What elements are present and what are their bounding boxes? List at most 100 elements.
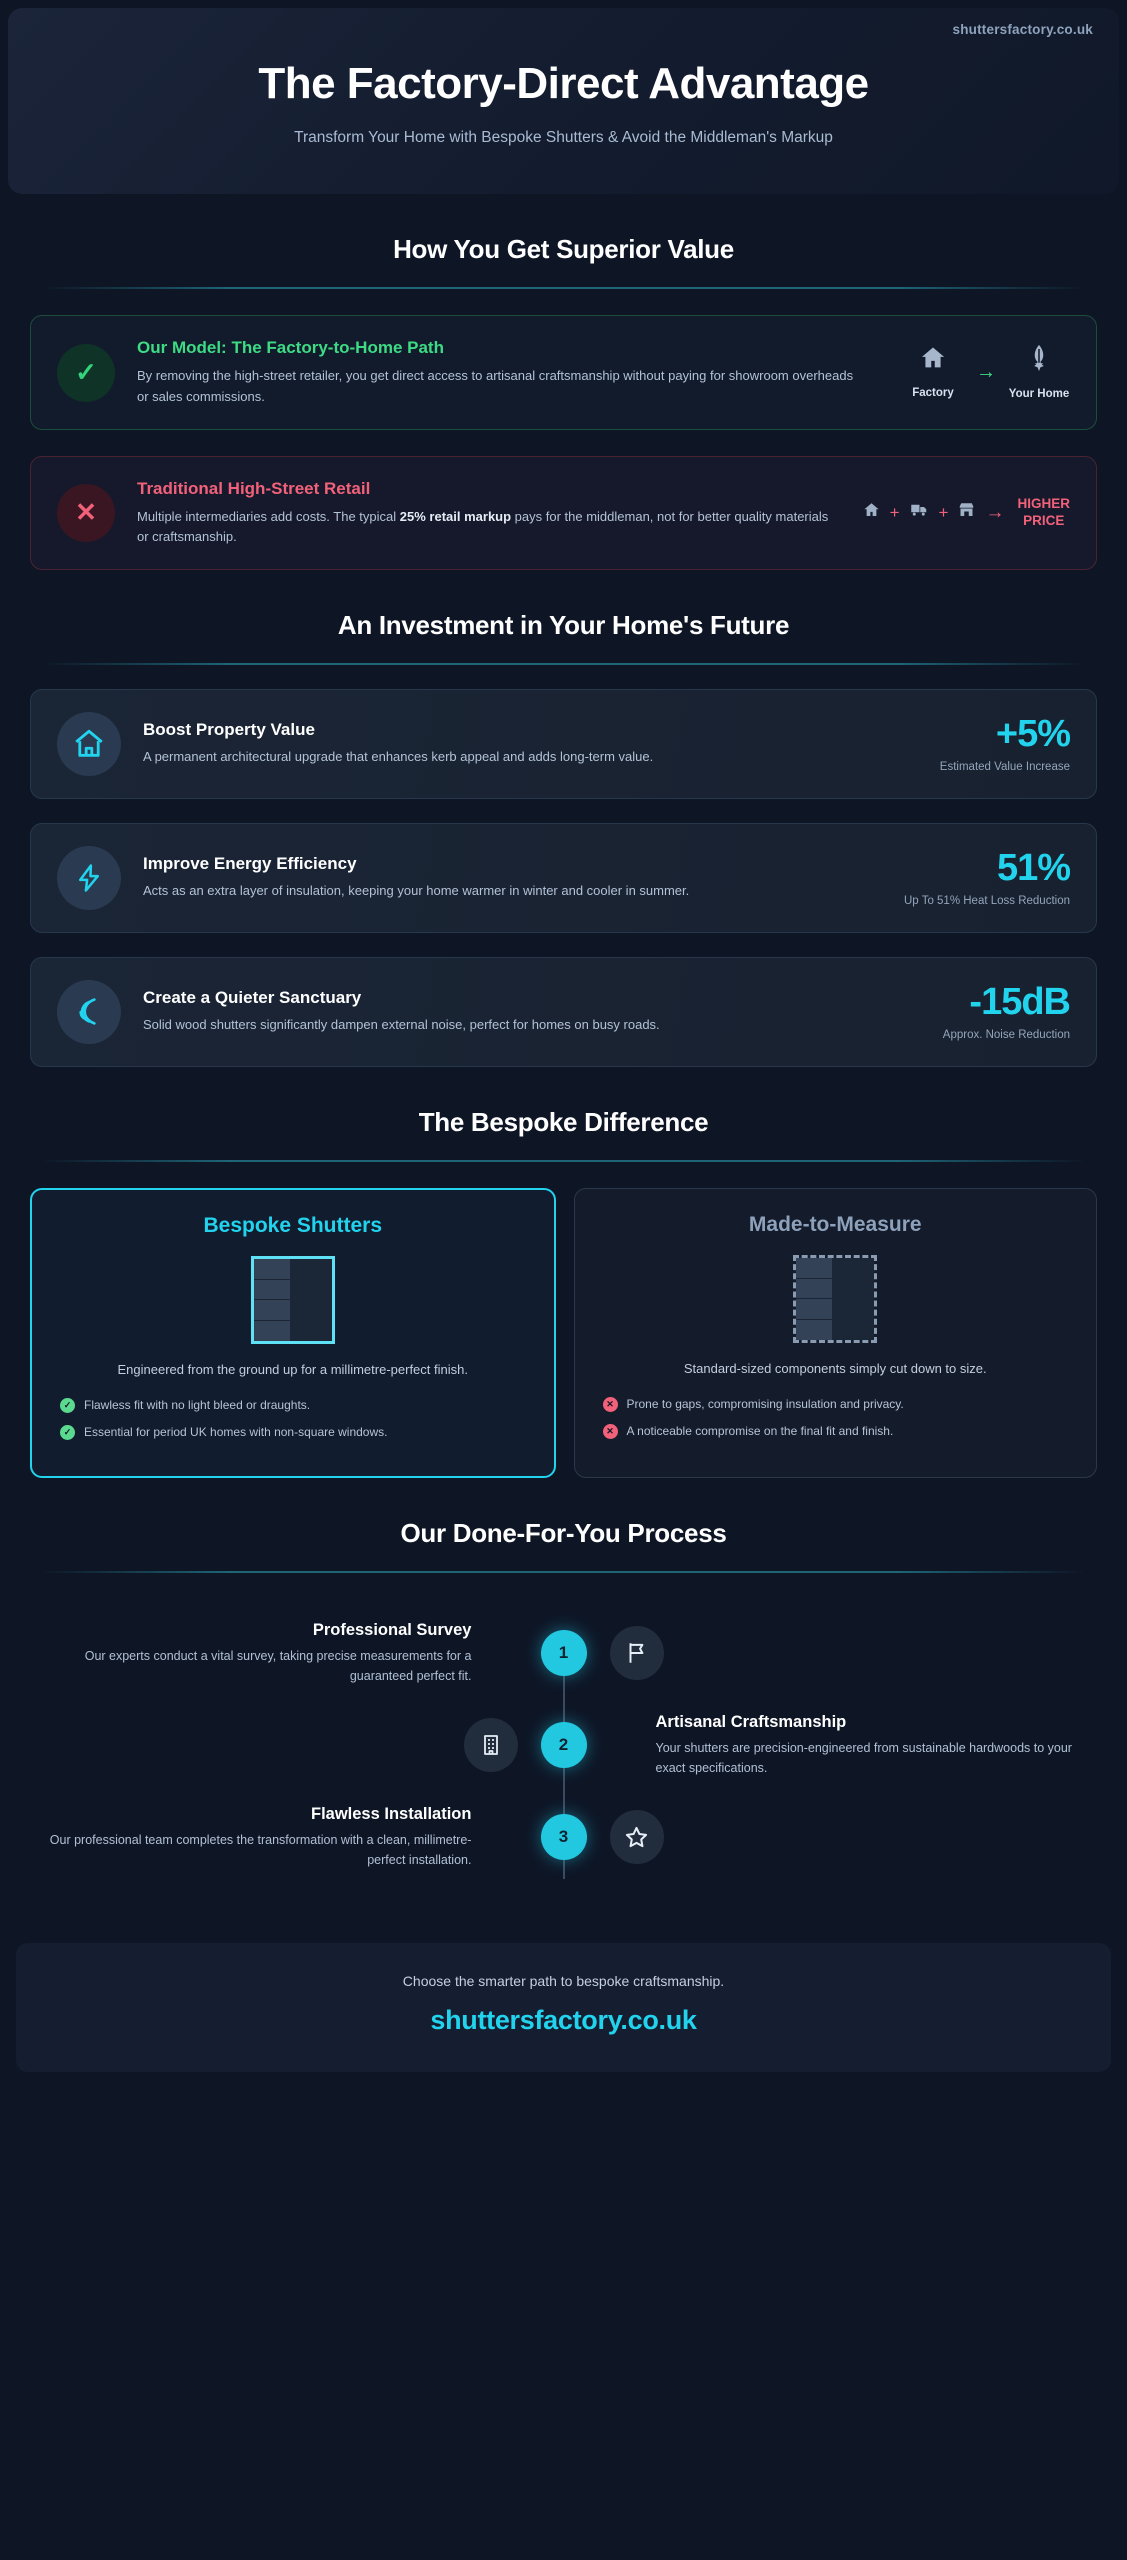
high-street-body: Traditional High-Street Retail Multiple … <box>137 479 830 547</box>
process-step-number: 2 <box>540 1722 587 1769</box>
section-divider <box>42 1571 1085 1574</box>
process-step: 2 Artisanal Craftsmanship Your shutters … <box>30 1699 1097 1791</box>
flow-label-home: Your Home <box>1008 388 1070 401</box>
chain-house-icon <box>862 501 881 525</box>
bespoke-panel-title: Bespoke Shutters <box>203 1213 383 1237</box>
star-icon <box>609 1810 664 1865</box>
stat-title: Improve Energy Efficiency <box>143 854 357 874</box>
page-subtitle: Transform Your Home with Bespoke Shutter… <box>294 129 833 147</box>
stat-card: Boost Property Value A permanent archite… <box>30 688 1097 799</box>
process-step-title: Artisanal Craftsmanship <box>655 1712 847 1731</box>
list-item-text: Flawless fit with no light bleed or drau… <box>84 1398 311 1413</box>
cross-circle-icon: ✕ <box>602 1424 618 1440</box>
process-step-title: Professional Survey <box>312 1620 472 1639</box>
list-item-text: Prone to gaps, compromising insulation a… <box>626 1397 904 1412</box>
made-to-measure-panel-desc: Standard-sized components simply cut dow… <box>683 1360 987 1376</box>
bespoke-shutters-panel: Bespoke Shutters Engineered from the gro… <box>30 1187 556 1479</box>
desc-part2: pays for the middleman, not for better q… <box>137 508 829 544</box>
process-timeline: Professional Survey Our experts conduct … <box>30 1607 1097 1909</box>
bespoke-section-heading: The Bespoke Difference <box>418 1106 709 1137</box>
section-divider <box>42 662 1085 665</box>
stat-body: Create a Quieter Sanctuary Solid wood sh… <box>143 988 878 1035</box>
flow-node-home: Your Home <box>1008 343 1070 401</box>
factory-direct-desc: By removing the high-street retailer, yo… <box>137 368 854 404</box>
check-circle-icon: ✓ <box>60 1425 75 1441</box>
bolt-icon <box>57 845 121 910</box>
flag-icon <box>609 1626 664 1681</box>
bespoke-section: The Bespoke Difference Bespoke Shutters … <box>8 1106 1119 1479</box>
made-to-measure-panel-title: Made-to-Measure <box>748 1212 922 1236</box>
check-icon: ✓ <box>57 343 115 402</box>
high-street-desc: Multiple intermediaries add costs. The t… <box>137 507 830 547</box>
list-item-text: A noticeable compromise on the final fit… <box>626 1424 894 1439</box>
sound-wave-icon <box>57 979 121 1044</box>
slat <box>796 1299 833 1321</box>
process-step-desc: Our professional team completes the tran… <box>49 1832 472 1867</box>
made-to-measure-panel: Made-to-Measure Standard-sized component… <box>573 1187 1097 1479</box>
plus-sign-2: + <box>938 502 949 522</box>
footer-banner: Choose the smarter path to bespoke craft… <box>16 1943 1111 2073</box>
made-to-measure-drawback-list: ✕ Prone to gaps, compromising insulation… <box>597 1395 1075 1440</box>
header-banner: shuttersfactory.co.uk The Factory-Direct… <box>8 8 1119 195</box>
process-step-text: Professional Survey Our experts conduct … <box>30 1621 499 1686</box>
value-section-heading: How You Get Superior Value <box>393 234 734 265</box>
window-pane <box>289 1258 332 1341</box>
loose-fit-shutter-diagram <box>793 1254 878 1343</box>
section-divider <box>42 287 1085 290</box>
process-step-number: 1 <box>540 1630 587 1677</box>
stat-figure: +5% Estimated Value Increase <box>900 712 1071 773</box>
process-section-heading: Our Done-For-You Process <box>400 1518 727 1549</box>
stat-figure: 51% Up To 51% Heat Loss Reduction <box>900 846 1071 907</box>
bespoke-benefit-list: ✓ Flawless fit with no light bleed or dr… <box>54 1396 532 1441</box>
process-step-desc: Your shutters are precision-engineered f… <box>655 1740 1072 1775</box>
list-item: ✓ Essential for period UK homes with non… <box>60 1423 532 1441</box>
factory-to-home-flow: Factory → Your Home <box>888 343 1070 401</box>
process-step: Professional Survey Our experts conduct … <box>30 1607 1097 1699</box>
slat <box>253 1258 290 1280</box>
stat-desc: Acts as an extra layer of insulation, ke… <box>143 883 690 899</box>
stat-desc: Solid wood shutters significantly dampen… <box>143 1017 660 1033</box>
slat <box>796 1320 833 1340</box>
cross-circle-icon: ✕ <box>602 1397 618 1413</box>
flow-node-factory: Factory <box>902 344 964 400</box>
shutter-home-icon <box>1008 343 1070 379</box>
list-item: ✓ Flawless fit with no light bleed or dr… <box>60 1396 532 1414</box>
factory-direct-card: ✓ Our Model: The Factory-to-Home Path By… <box>30 315 1097 430</box>
slat-column <box>253 1258 290 1341</box>
high-street-retail-card: ✕ Traditional High-Street Retail Multipl… <box>30 455 1097 570</box>
process-step-number: 3 <box>540 1814 587 1861</box>
home-icon <box>57 711 121 776</box>
stat-body: Improve Energy Efficiency Acts as an ext… <box>143 854 878 901</box>
slat-column <box>796 1257 833 1340</box>
process-step-title: Flawless Installation <box>311 1804 472 1823</box>
retail-chain-flow: + + → HIGHER PRICE <box>852 496 1070 530</box>
stat-figure: -15dB Approx. Noise Reduction <box>900 983 1071 1041</box>
stat-body: Boost Property Value A permanent archite… <box>143 720 878 767</box>
list-item-text: Essential for period UK homes with non-s… <box>84 1425 388 1440</box>
stat-value: 51% <box>996 846 1071 889</box>
stat-caption: Approx. Noise Reduction <box>942 1028 1070 1041</box>
higher-price-line1: HIGHER <box>1017 495 1070 511</box>
stat-value: +5% <box>995 712 1071 755</box>
chain-truck-icon <box>909 501 930 525</box>
stat-title: Boost Property Value <box>143 720 315 740</box>
arrow-right-icon: → <box>976 361 996 384</box>
process-step-text: Flawless Installation Our professional t… <box>30 1805 499 1870</box>
slat <box>253 1321 290 1341</box>
slat <box>253 1300 290 1322</box>
section-divider <box>42 1159 1085 1162</box>
flow-label-factory: Factory <box>912 387 954 400</box>
value-section: How You Get Superior Value ✓ Our Model: … <box>8 234 1119 570</box>
brand-watermark: shuttersfactory.co.uk <box>952 22 1093 37</box>
window-pane <box>832 1257 875 1340</box>
stat-title: Create a Quieter Sanctuary <box>143 988 362 1008</box>
higher-price-line2: PRICE <box>1023 512 1065 528</box>
high-street-title: Traditional High-Street Retail <box>137 478 371 498</box>
slat <box>796 1257 833 1279</box>
process-section: Our Done-For-You Process Professional Su… <box>8 1518 1119 1909</box>
higher-price-label: HIGHER PRICE <box>1017 496 1070 530</box>
house-icon <box>902 344 964 378</box>
footer-url[interactable]: shuttersfactory.co.uk <box>430 2005 697 2036</box>
list-item: ✕ Prone to gaps, compromising insulation… <box>602 1395 1075 1413</box>
